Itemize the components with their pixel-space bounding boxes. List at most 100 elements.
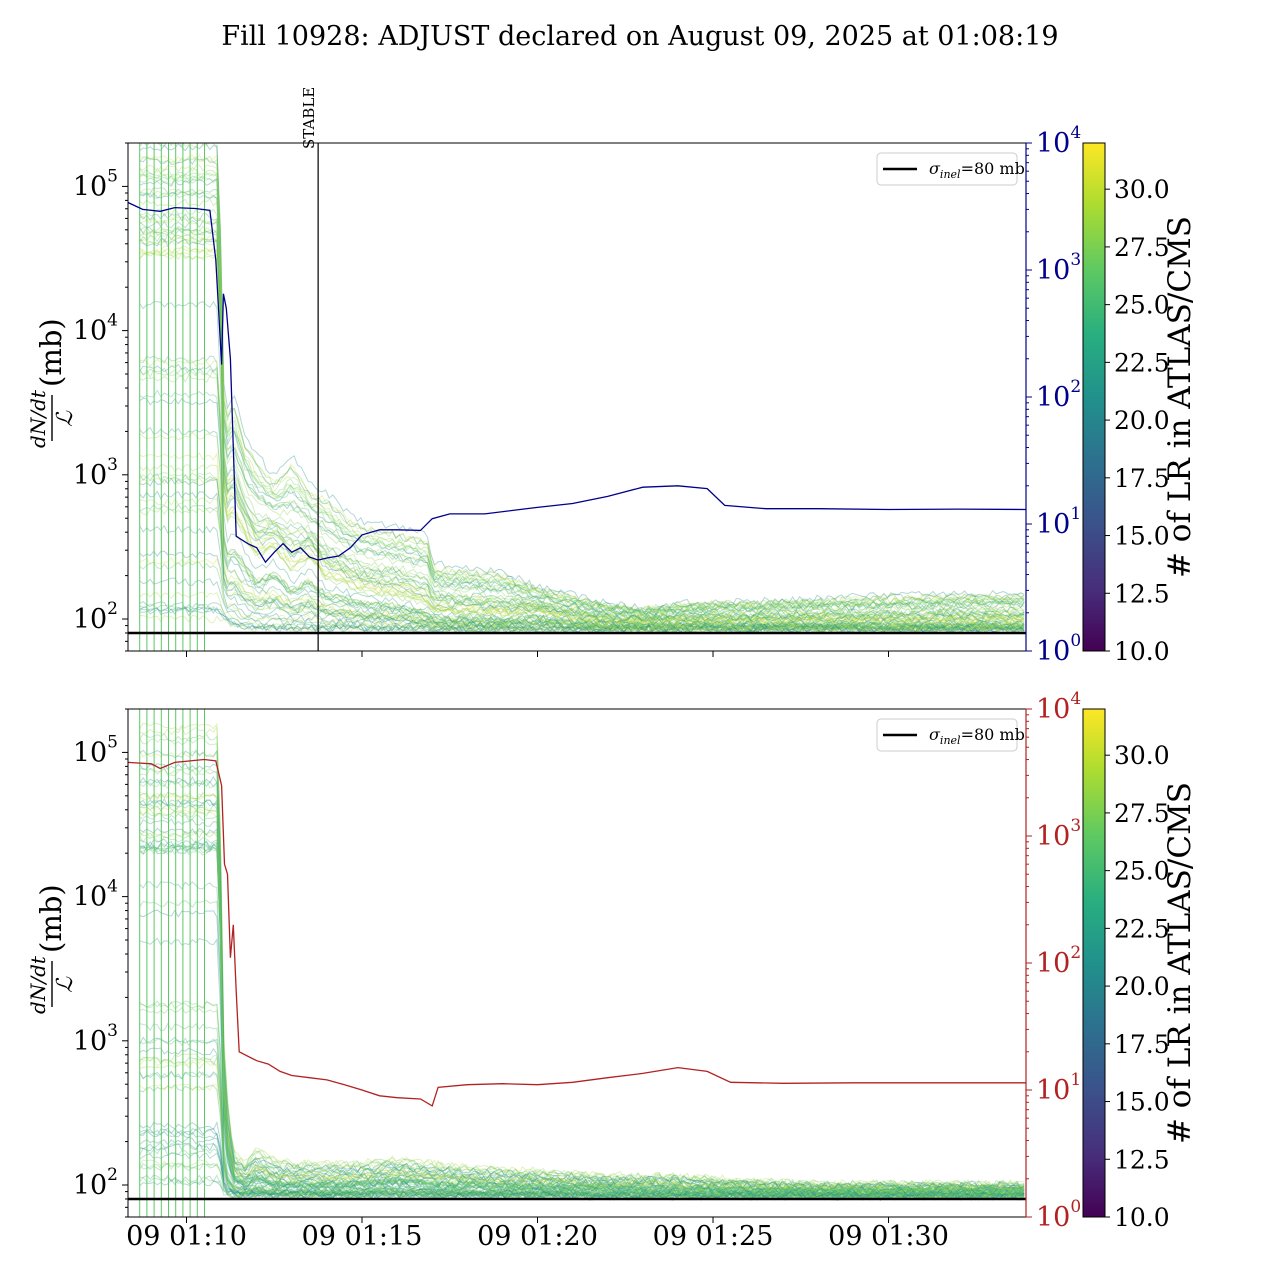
lr-line xyxy=(139,722,1025,1188)
right-axis-series-line xyxy=(128,758,1026,1107)
colorbar-tick-label: 12.5 xyxy=(1114,579,1170,608)
right-tick-exponent: 3 xyxy=(1070,250,1081,270)
y-tick-label: 102 xyxy=(73,1165,118,1201)
lr-line xyxy=(139,803,1025,1194)
lr-line xyxy=(139,216,1025,621)
lr-line xyxy=(139,171,1025,615)
lr-line xyxy=(139,577,1025,634)
lr-line xyxy=(139,1142,1025,1201)
legend: σinel=80 mb xyxy=(876,718,1025,752)
lr-line xyxy=(139,473,1025,632)
legend-label: σinel=80 mb xyxy=(929,159,1025,181)
right-tick-exponent: 1 xyxy=(1070,504,1081,524)
lr-line xyxy=(139,591,1025,634)
lr-line xyxy=(139,164,1025,614)
lr-line xyxy=(139,1053,1025,1199)
lr-line xyxy=(139,227,1025,622)
colorbar: 10.0 12.5 15.0 17.5 20.0 22.5 25.0 27.5 30.0 # of… xyxy=(1082,142,1198,666)
lr-line xyxy=(139,300,1025,629)
lr-line xyxy=(139,174,1025,615)
lr-line xyxy=(139,245,1025,625)
lr-line xyxy=(139,767,1025,1191)
right-tick-exponent: 3 xyxy=(1070,816,1081,836)
lr-line xyxy=(139,725,1025,1189)
lr-line xyxy=(139,207,1025,620)
lr-line xyxy=(139,550,1025,634)
lr-line xyxy=(139,840,1025,1196)
lr-line xyxy=(139,237,1025,627)
lr-line xyxy=(139,799,1025,1193)
lr-line xyxy=(139,358,1025,629)
y-tick-exponent: 4 xyxy=(107,877,118,897)
lr-line xyxy=(139,1159,1025,1201)
right-tick-label: 104 xyxy=(1036,123,1081,159)
lr-line xyxy=(139,426,1025,631)
lr-line xyxy=(139,167,1025,615)
right-tick-exponent: 0 xyxy=(1070,1197,1081,1217)
colorbar-tick-label: 10.0 xyxy=(1114,637,1170,666)
x-tick-label: 09 01:20 xyxy=(477,1221,598,1252)
lr-line xyxy=(139,556,1025,634)
lr-line xyxy=(139,431,1025,631)
lr-line xyxy=(139,188,1025,616)
lr-line xyxy=(139,830,1025,1195)
lr-lines xyxy=(139,143,1025,635)
lr-line xyxy=(139,1006,1025,1199)
lr-line xyxy=(139,252,1025,627)
colorbar-tick-label: 17.5 xyxy=(1114,464,1170,493)
lr-line xyxy=(139,561,1025,634)
lr-line xyxy=(139,490,1025,632)
colorbar-tick-label: 22.5 xyxy=(1114,914,1170,943)
lr-line xyxy=(139,841,1025,1196)
lr-line xyxy=(139,191,1025,618)
lr-line xyxy=(139,476,1025,632)
lr-line xyxy=(139,827,1025,1195)
lr-lines xyxy=(139,722,1025,1202)
lr-line xyxy=(139,1036,1025,1199)
lr-line xyxy=(139,847,1025,1197)
legend-subscript: inel xyxy=(940,734,961,747)
legend-box xyxy=(876,718,1018,752)
plot-frame xyxy=(127,708,1027,1218)
lr-line xyxy=(139,1022,1025,1199)
lr-line xyxy=(139,1127,1025,1201)
y-tick-label: 105 xyxy=(73,732,118,768)
lr-line xyxy=(139,843,1025,1196)
lr-line xyxy=(139,238,1025,624)
colorbar-label: # of LR in ATLAS/CMS xyxy=(1162,216,1198,578)
colorbar-tick-label: 15.0 xyxy=(1114,1088,1170,1117)
y-label-denominator: ℒ xyxy=(53,976,78,993)
lr-line xyxy=(139,791,1025,1193)
lr-line xyxy=(139,178,1025,616)
lr-line xyxy=(139,881,1025,1197)
colorbar: 10.0 12.5 15.0 17.5 20.0 22.5 25.0 27.5 30.0 # of… xyxy=(1082,708,1198,1232)
lr-line xyxy=(139,367,1025,630)
lr-line xyxy=(139,187,1025,617)
lr-line xyxy=(139,804,1025,1194)
colorbar-tick-label: 30.0 xyxy=(1114,175,1170,204)
lr-line xyxy=(139,237,1025,624)
lr-line xyxy=(139,247,1025,626)
lr-line xyxy=(139,233,1025,624)
lr-line xyxy=(139,477,1025,632)
lr-line xyxy=(139,791,1025,1196)
lr-line xyxy=(139,899,1025,1197)
lr-line xyxy=(139,818,1025,1195)
figure-title: Fill 10928: ADJUST declared on August 09… xyxy=(221,21,1058,52)
y-tick-exponent: 3 xyxy=(107,1021,118,1041)
colorbar-gradient xyxy=(1082,142,1106,652)
y-tick-exponent: 5 xyxy=(107,166,118,186)
lr-line xyxy=(139,1151,1025,1201)
stable-marker-label: STABLE xyxy=(300,87,318,149)
lr-line xyxy=(139,472,1025,632)
lr-line xyxy=(139,1178,1025,1202)
lr-line xyxy=(139,1083,1025,1200)
y-tick-exponent: 2 xyxy=(107,1165,118,1185)
y-axis-label: dN/dt ℒ (mb) xyxy=(26,318,78,448)
legend-value: =80 mb xyxy=(961,159,1025,178)
lr-line xyxy=(139,1147,1025,1201)
lr-line xyxy=(139,507,1025,633)
lr-line xyxy=(139,368,1025,630)
colorbar-tick-label: 22.5 xyxy=(1114,348,1170,377)
